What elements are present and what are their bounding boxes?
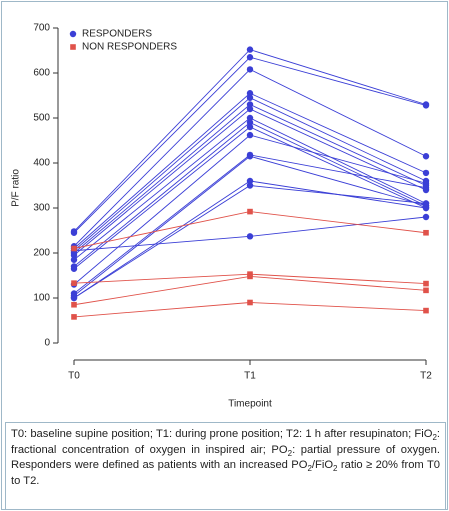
point (246, 90, 254, 97)
point (71, 280, 77, 286)
caption-text: : fractional concentration of oxygen in … (11, 428, 440, 456)
y-tick-label: 200 (33, 248, 50, 259)
x-tick-label: T1 (244, 371, 256, 382)
y-axis-label: P/F ratio (11, 169, 22, 207)
point (247, 299, 253, 306)
caption-text: : partial pressure of oxygen. Responders… (11, 443, 440, 472)
x-tick-label: T0 (68, 371, 80, 382)
point (246, 182, 254, 189)
caption-subscript: 2 (432, 433, 437, 443)
point (246, 153, 254, 160)
point (423, 229, 429, 236)
point (247, 208, 253, 215)
caption: T0: baseline supine position; T1: during… (5, 422, 446, 510)
caption-text: ratio ≥ 20% from T0 to T2. (11, 459, 440, 487)
point (422, 204, 430, 212)
legend-label: NON RESPONDERS (82, 42, 177, 53)
point (423, 307, 429, 314)
chart: P/F ratio Timepoint 0 100 200 300 400 500 600 7… (11, 23, 433, 410)
point (71, 314, 77, 320)
point (70, 256, 78, 263)
legend-label: RESPONDERS (82, 29, 152, 40)
caption-subscript: 2 (333, 464, 338, 474)
y-tick-label: 700 (33, 23, 50, 34)
point (246, 54, 254, 61)
x-axis-label: Timepoint (228, 399, 272, 410)
point (246, 177, 254, 185)
y-tick-label: 300 (33, 203, 50, 214)
point (70, 265, 78, 272)
point (70, 252, 78, 259)
point (246, 114, 254, 122)
point (69, 30, 77, 38)
caption-subscript: 2 (287, 448, 293, 458)
point (71, 245, 77, 252)
point (70, 294, 78, 302)
line (73, 49, 427, 232)
y-tick-label: 600 (33, 68, 50, 79)
y-tick-label: 400 (33, 158, 50, 169)
point (246, 105, 254, 113)
point (422, 169, 430, 177)
caption-text: T0: baseline supine position; T1: during… (11, 428, 433, 440)
point (422, 153, 430, 160)
point (246, 119, 254, 126)
point (70, 229, 78, 236)
point (422, 184, 430, 191)
line (73, 121, 427, 267)
point (246, 66, 254, 73)
point (422, 102, 430, 109)
point (246, 94, 254, 101)
point (246, 233, 254, 240)
point (71, 301, 77, 308)
point (246, 131, 254, 139)
point (246, 123, 254, 131)
point (246, 46, 254, 53)
y-tick-label: 100 (33, 293, 50, 304)
point (422, 213, 430, 221)
line (73, 56, 427, 234)
point (423, 287, 429, 294)
caption-subscript: 2 (307, 464, 312, 474)
point (422, 180, 430, 187)
y-tick-label: 0 (44, 338, 50, 349)
x-tick-label: T2 (420, 371, 432, 382)
point (246, 101, 254, 108)
point (423, 280, 429, 287)
point (422, 200, 430, 207)
point (247, 273, 253, 280)
point (70, 44, 76, 50)
caption-text: /FiO (311, 459, 334, 471)
y-tick-label: 500 (33, 113, 50, 124)
